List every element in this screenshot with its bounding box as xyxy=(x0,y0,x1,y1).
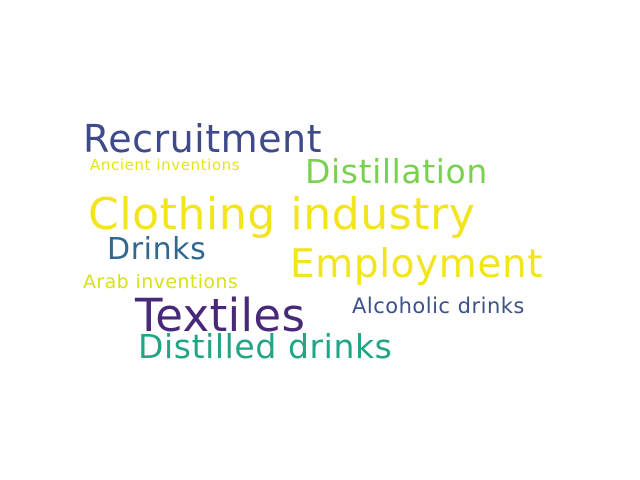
word-arab-inventions: Arab inventions xyxy=(83,271,239,293)
word-employment: Employment xyxy=(290,242,544,287)
word-textiles: Textiles xyxy=(135,289,306,342)
word-ancient-inventions: Ancient inventions xyxy=(90,156,241,174)
word-clothing-industry: Clothing industry xyxy=(88,189,476,240)
word-distillation: Distillation xyxy=(305,152,488,191)
word-drinks: Drinks xyxy=(107,232,207,267)
word-distilled-drinks: Distilled drinks xyxy=(138,327,393,366)
word-recruitment: Recruitment xyxy=(83,117,323,161)
word-alcoholic-drinks: Alcoholic drinks xyxy=(352,294,525,318)
